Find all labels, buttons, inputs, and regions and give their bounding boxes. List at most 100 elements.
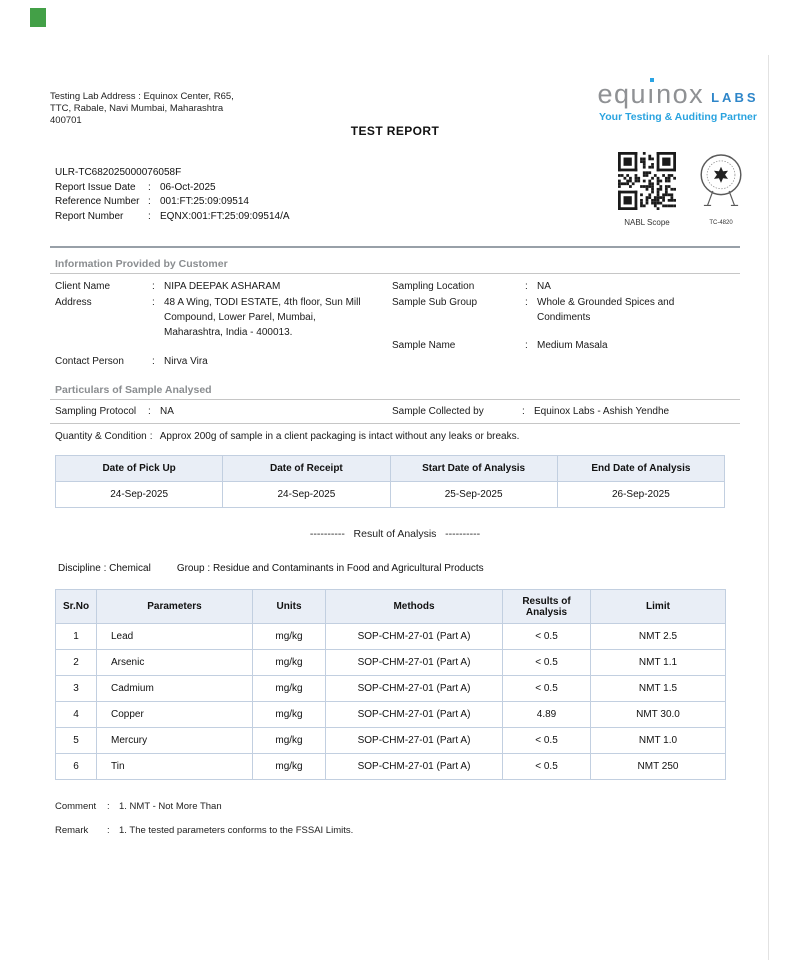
date-table-header: Date of Pick Up [54, 455, 224, 482]
customer-info-grid: Client NameNIPA DEEPAK ASHARAM Address48… [55, 279, 737, 370]
logo-wordmark: equı nox [597, 78, 705, 109]
results-table-row: 4 Copper mg/kg SOP-CHM-27-01 (Part A) 4.89 NM… [55, 701, 726, 728]
results-table-cell: < 0.5 [502, 727, 591, 754]
particulars-row: Sampling ProtocolNA Sample Collected byE… [55, 406, 737, 417]
qr-caption: NABL Scope [624, 218, 670, 227]
results-table-cell: mg/kg [252, 753, 326, 780]
equinox-labs-logo: equı nox LABS Your Testing & Auditing Par… [593, 78, 763, 123]
report-meta-row: Report NumberEQNX:001:FT:25:09:09514/A [55, 210, 290, 225]
comment-row: Comment1. NMT - Not More Than [55, 801, 222, 812]
results-header-parameters: Parameters [96, 589, 253, 624]
results-table-cell: mg/kg [252, 623, 326, 650]
date-end-analysis: 26-Sep-2025 [556, 481, 726, 508]
date-table-header: Start Date of Analysis [389, 455, 558, 482]
results-table-cell: NMT 1.0 [590, 727, 726, 754]
lab-address-line: TTC, Rabale, Navi Mumbai, Maharashtra [50, 103, 224, 114]
results-table-cell: SOP-CHM-27-01 (Part A) [325, 623, 503, 650]
divider-line [50, 399, 740, 400]
results-table-cell: < 0.5 [502, 753, 591, 780]
lab-address-line: Testing Lab Address : Equinox Center, R6… [50, 91, 234, 102]
results-table-cell: 3 [55, 675, 97, 702]
group-label: Group : Residue and Contaminants in Food… [176, 563, 484, 574]
results-table-cell: Cadmium [96, 675, 253, 702]
date-table-header-row: Date of Pick Up Date of Receipt Start Da… [54, 455, 726, 482]
logo-labs-text: LABS [711, 90, 759, 105]
results-table-cell: NMT 1.5 [590, 675, 726, 702]
nabl-scope-qr: NABL Scope [617, 152, 677, 227]
results-table-cell: 4.89 [502, 701, 591, 728]
results-table-cell: 4 [55, 701, 97, 728]
results-table-cell: < 0.5 [502, 623, 591, 650]
results-table-header-row: Sr.No Parameters Units Methods Results o… [55, 589, 726, 624]
results-table-row: 3 Cadmium mg/kg SOP-CHM-27-01 (Part A) < 0.5… [55, 675, 726, 702]
lab-address: Testing Lab Address : Equinox Center, R6… [50, 91, 300, 127]
results-table-cell: SOP-CHM-27-01 (Part A) [325, 701, 503, 728]
results-table-cell: 6 [55, 753, 97, 780]
qr-code-icon [618, 152, 676, 210]
sampling-location-row: Sampling LocationNA [392, 279, 737, 294]
date-pickup: 24-Sep-2025 [54, 481, 224, 508]
results-table-cell: Mercury [96, 727, 253, 754]
results-table-row: 1 Lead mg/kg SOP-CHM-27-01 (Part A) < 0.5 NMT… [55, 623, 726, 650]
results-table-cell: 5 [55, 727, 97, 754]
results-table-row: 6 Tin mg/kg SOP-CHM-27-01 (Part A) < 0.5 NMT … [55, 753, 726, 780]
ulr-number: ULR-TC682025000076058F [55, 167, 182, 178]
date-table-header: Date of Receipt [222, 455, 391, 482]
report-number: EQNX:001:FT:25:09:09514/A [160, 210, 290, 222]
particulars-heading: Particulars of Sample Analysed [55, 384, 212, 396]
results-header-srno: Sr.No [55, 589, 97, 624]
report-issue-date: 06-Oct-2025 [160, 181, 216, 193]
results-table-cell: NMT 30.0 [590, 701, 726, 728]
results-table-cell: SOP-CHM-27-01 (Part A) [325, 675, 503, 702]
discipline-label: Discipline : Chemical [58, 563, 151, 574]
results-table-cell: SOP-CHM-27-01 (Part A) [325, 753, 503, 780]
results-table-cell: Copper [96, 701, 253, 728]
results-header-results: Results of Analysis [502, 589, 591, 624]
results-table-cell: NMT 2.5 [590, 623, 726, 650]
seal-caption: TC-4820 [709, 220, 733, 226]
results-header-limit: Limit [590, 589, 726, 624]
results-table-cell: NMT 250 [590, 753, 726, 780]
client-name-row: Client NameNIPA DEEPAK ASHARAM [55, 279, 392, 294]
results-table-cell: mg/kg [252, 701, 326, 728]
results-table-cell: Tin [96, 753, 253, 780]
results-table-cell: Lead [96, 623, 253, 650]
result-of-analysis-divider: ---------- Result of Analysis ---------- [309, 528, 481, 540]
divider-line [50, 273, 740, 274]
date-start-analysis: 25-Sep-2025 [389, 481, 558, 508]
nabl-seal: TC-4820 [692, 149, 750, 226]
results-header-methods: Methods [325, 589, 503, 624]
report-meta-block: ULR-TC682025000076058F Report Issue Date… [55, 166, 290, 224]
results-table-row: 5 Mercury mg/kg SOP-CHM-27-01 (Part A) < 0.5… [55, 727, 726, 754]
date-table-row: 24-Sep-2025 24-Sep-2025 25-Sep-2025 26-S… [54, 481, 726, 508]
results-table-cell: SOP-CHM-27-01 (Part A) [325, 727, 503, 754]
date-table-header: End Date of Analysis [556, 455, 726, 482]
report-meta-row: Report Issue Date06-Oct-2025 [55, 181, 290, 196]
results-table-row: 2 Arsenic mg/kg SOP-CHM-27-01 (Part A) < 0.5… [55, 649, 726, 676]
results-table-cell: < 0.5 [502, 675, 591, 702]
green-corner-mark [30, 8, 46, 27]
results-header-units: Units [252, 589, 326, 624]
analysis-dates-table: Date of Pick Up Date of Receipt Start Da… [54, 455, 726, 508]
page-title: TEST REPORT [350, 124, 440, 138]
divider-line [50, 423, 740, 424]
results-table: Sr.No Parameters Units Methods Results o… [55, 589, 726, 780]
results-table-cell: mg/kg [252, 727, 326, 754]
sample-sub-group-row: Sample Sub GroupWhole & Grounded Spices … [392, 295, 737, 325]
results-table-cell: Arsenic [96, 649, 253, 676]
results-table-cell: mg/kg [252, 675, 326, 702]
sample-name-row: Sample NameMedium Masala [392, 338, 737, 353]
results-table-cell: 2 [55, 649, 97, 676]
address-row: Address48 A Wing, TODI ESTATE, 4th floor… [55, 295, 392, 340]
nabl-seal-icon [700, 154, 742, 206]
discipline-group-row: Discipline : Chemical Group : Residue an… [58, 563, 484, 574]
logo-tagline: Your Testing & Auditing Partner [599, 111, 757, 123]
report-meta-row: Reference Number001:FT:25:09:09514 [55, 195, 290, 210]
lab-address-line: 400701 [50, 115, 82, 126]
logo-i-dot-icon [649, 78, 654, 82]
customer-info-heading: Information Provided by Customer [55, 258, 228, 270]
results-table-cell: SOP-CHM-27-01 (Part A) [325, 649, 503, 676]
reference-number: 001:FT:25:09:09514 [160, 196, 249, 207]
sampling-protocol: Sampling ProtocolNA [55, 406, 392, 417]
